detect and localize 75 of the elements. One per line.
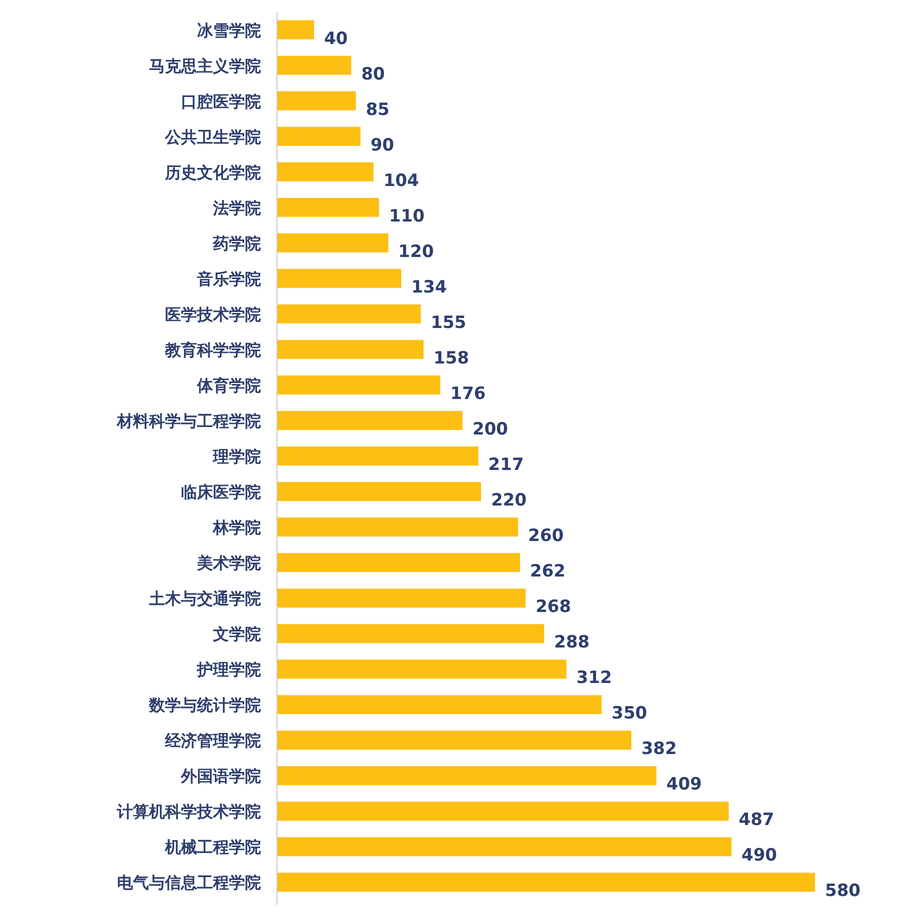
y-tick-label: 马克思主义学院 <box>149 56 261 76</box>
data-label: 268 <box>536 597 572 618</box>
y-tick-label: 公共卫生学院 <box>164 127 261 146</box>
bar <box>277 695 602 714</box>
bar <box>277 730 632 750</box>
data-label: 409 <box>666 774 702 795</box>
data-label: 104 <box>383 170 420 191</box>
data-label: 90 <box>370 135 394 156</box>
y-tick-label: 材料科学与工程学院 <box>116 411 261 430</box>
y-tick-label: 机械工程学院 <box>164 838 261 857</box>
data-label: 217 <box>488 455 524 475</box>
y-tick-label: 冰雪学院 <box>197 20 261 40</box>
bar <box>277 20 314 40</box>
data-label: 155 <box>430 312 466 333</box>
data-label: 490 <box>742 846 778 866</box>
data-label: 312 <box>576 668 612 688</box>
bar <box>277 660 566 679</box>
bar <box>277 375 440 394</box>
y-tick-label: 数学与统计学院 <box>148 696 261 715</box>
y-tick-label: 教育科学学院 <box>164 340 261 360</box>
bar <box>277 162 374 182</box>
data-label: 40 <box>324 28 348 49</box>
data-label: 260 <box>528 526 564 546</box>
bar <box>277 268 402 288</box>
y-tick-label: 护理学院 <box>196 660 261 680</box>
bar <box>277 126 360 146</box>
y-tick-label: 美术学院 <box>196 554 261 573</box>
y-tick-label: 外国语学院 <box>180 766 261 786</box>
bar <box>277 91 356 110</box>
bar <box>277 624 544 644</box>
data-label: 487 <box>738 810 774 830</box>
bar <box>277 482 482 502</box>
bar <box>277 872 815 892</box>
data-label: 200 <box>472 419 508 440</box>
bar <box>277 553 520 572</box>
bar <box>277 802 729 821</box>
bar <box>277 446 478 466</box>
bar <box>277 837 732 856</box>
bar <box>277 198 380 217</box>
bar <box>277 304 421 324</box>
y-tick-label: 林学院 <box>212 518 261 538</box>
bar <box>277 518 518 537</box>
data-label: 158 <box>434 348 470 368</box>
data-label: 580 <box>825 881 861 902</box>
y-tick-label: 临床医学院 <box>181 482 261 502</box>
y-tick-label: 电气与信息工程学院 <box>117 873 261 892</box>
y-tick-label: 经济管理学院 <box>164 731 261 750</box>
bar <box>277 340 424 359</box>
data-label: 262 <box>530 562 566 582</box>
data-label: 110 <box>389 206 425 226</box>
bar <box>277 233 388 252</box>
y-tick-label: 医学技术学院 <box>165 304 261 324</box>
data-label: 350 <box>612 704 648 724</box>
data-label: 80 <box>361 64 386 84</box>
data-label: 134 <box>411 277 447 298</box>
y-tick-label: 法学院 <box>212 198 261 218</box>
data-label: 382 <box>641 739 677 760</box>
y-tick-label: 音乐学院 <box>196 269 261 288</box>
data-label: 220 <box>491 490 527 511</box>
y-tick-label: 口腔医学院 <box>181 92 261 111</box>
y-tick-label: 理学院 <box>212 447 261 466</box>
data-label: 288 <box>554 632 590 653</box>
y-tick-label: 体育学院 <box>196 376 261 395</box>
y-tick-label: 计算机科学技术学院 <box>116 802 261 822</box>
bar <box>277 766 656 786</box>
data-label: 176 <box>450 384 486 404</box>
data-label: 120 <box>398 242 434 262</box>
bar <box>277 56 352 75</box>
y-tick-label: 文学院 <box>212 624 261 644</box>
bar <box>277 410 463 430</box>
bar <box>277 588 526 608</box>
y-tick-label: 历史文化学院 <box>164 162 261 182</box>
data-label: 85 <box>366 100 390 120</box>
y-tick-label: 土木与交通学院 <box>148 589 261 608</box>
y-tick-label: 药学院 <box>212 234 261 253</box>
